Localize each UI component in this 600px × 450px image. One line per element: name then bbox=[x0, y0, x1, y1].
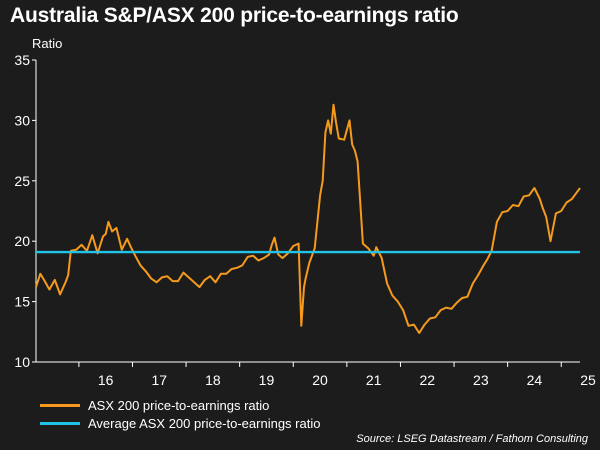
y-tick-label: 10 bbox=[14, 354, 30, 370]
x-tick-label: 17 bbox=[151, 372, 167, 388]
x-tick-label: 25 bbox=[580, 372, 596, 388]
y-tick-label: 35 bbox=[14, 52, 30, 68]
y-tick-label: 25 bbox=[14, 173, 30, 189]
y-tick-label: 15 bbox=[14, 294, 30, 310]
y-tick-label: 20 bbox=[14, 233, 30, 249]
legend: ASX 200 price-to-earnings ratio Average … bbox=[40, 396, 320, 432]
y-axis-label: Ratio bbox=[32, 36, 63, 51]
x-tick-label: 19 bbox=[259, 372, 275, 388]
legend-label-average: Average ASX 200 price-to-earnings ratio bbox=[88, 415, 321, 431]
x-tick-label: 18 bbox=[205, 372, 221, 388]
x-tick-label: 16 bbox=[98, 372, 114, 388]
x-tick-label: 24 bbox=[527, 372, 543, 388]
legend-swatch-pe bbox=[40, 403, 80, 407]
legend-item-average: Average ASX 200 price-to-earnings ratio bbox=[40, 414, 320, 432]
x-tick-label: 21 bbox=[366, 372, 382, 388]
y-tick-label: 30 bbox=[14, 112, 30, 128]
legend-swatch-average bbox=[40, 421, 80, 425]
x-tick-label: 22 bbox=[419, 372, 435, 388]
legend-label-pe: ASX 200 price-to-earnings ratio bbox=[88, 397, 270, 413]
x-tick-label: 20 bbox=[312, 372, 328, 388]
x-tick-label: 23 bbox=[473, 372, 489, 388]
source-note: Source: LSEG Datastream / Fathom Consult… bbox=[356, 433, 588, 445]
series-line-pe bbox=[35, 103, 581, 334]
legend-item-pe: ASX 200 price-to-earnings ratio bbox=[40, 396, 320, 414]
chart-title: Australia S&P/ASX 200 price-to-earnings … bbox=[10, 4, 459, 27]
